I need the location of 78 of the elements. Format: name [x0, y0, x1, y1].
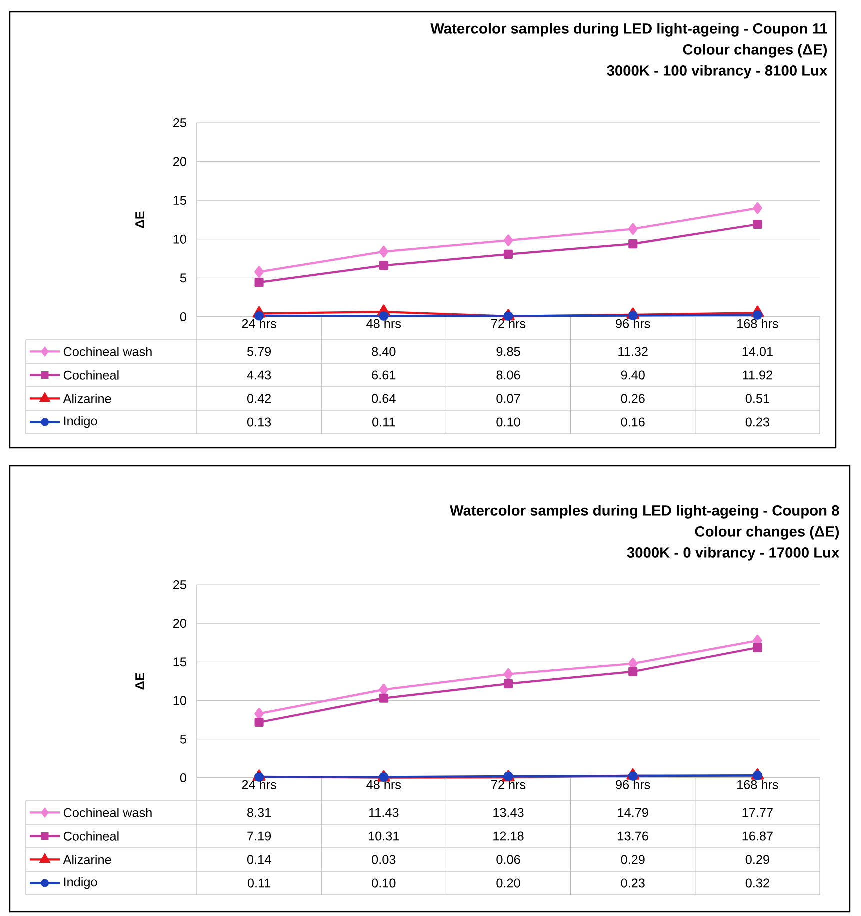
- legend-label: Cochineal: [64, 370, 119, 380]
- data-label: 0.29: [621, 855, 645, 864]
- data-label: 0.13: [247, 418, 272, 427]
- data-label: 8.31: [248, 808, 272, 818]
- legend-label: Cochineal wash: [64, 347, 152, 356]
- data-label: 11.92: [743, 370, 772, 380]
- y-tick-label: 5: [180, 274, 186, 283]
- chart-subtitle: Colour changes (ΔE): [683, 44, 828, 58]
- y-tick-label: 10: [174, 696, 186, 706]
- y-tick-label: 20: [173, 619, 186, 628]
- y-tick-label: 0: [180, 312, 186, 322]
- legend-label: Alizarine: [63, 394, 112, 404]
- data-label: 12.18: [494, 832, 524, 841]
- legend-label: Indigo: [64, 416, 98, 428]
- data-label: 0.11: [372, 418, 396, 427]
- data-label: 14.79: [618, 808, 648, 818]
- text: 3000K - 0 vibrancy - 17000 Lux: [627, 547, 840, 561]
- x-tick-label: 168 hrs: [738, 780, 778, 790]
- data-label: 0.14: [247, 855, 272, 864]
- data-label: 0.42: [247, 394, 272, 404]
- data-label: 9.85: [496, 347, 520, 356]
- data-label: 0.10: [372, 878, 396, 888]
- y-tick-label: 0: [180, 774, 186, 782]
- chart-title: Watercolor samples during LED light-ageing - Coupon 8: [450, 505, 840, 519]
- legend-label: Cochineal wash: [64, 808, 152, 818]
- y-tick-label: 25: [173, 580, 186, 590]
- y-axis-title: ΔE: [136, 212, 144, 228]
- data-label: 0.64: [372, 394, 396, 404]
- legend-label: Alizarine: [63, 855, 112, 864]
- x-tick-label: 24 hrs: [242, 319, 276, 328]
- data-label: 8.40: [372, 347, 396, 356]
- x-tick-label: 48 hrs: [366, 319, 402, 328]
- data-label: 11.43: [369, 808, 399, 818]
- data-label: 0.16: [621, 418, 645, 427]
- data-label: 6.61: [372, 370, 396, 380]
- data-label: 0.23: [746, 418, 770, 427]
- data-label: 13.43: [494, 808, 524, 818]
- data-label: 17.77: [742, 808, 773, 818]
- data-label: 5.79: [247, 347, 272, 356]
- data-label: 0.23: [621, 878, 645, 888]
- y-tick-label: 10: [174, 234, 186, 244]
- y-axis-title: ΔE: [136, 673, 144, 690]
- data-label: 13.76: [618, 832, 648, 841]
- x-tick-label: 24 hrs: [242, 780, 276, 790]
- x-tick-label: 168 hrs: [738, 319, 778, 328]
- y-tick-label: 15: [174, 196, 186, 206]
- data-label: 0.26: [621, 394, 645, 404]
- y-tick-label: 5: [180, 734, 186, 744]
- data-label: 4.43: [247, 370, 272, 380]
- data-label: 0.29: [746, 855, 770, 864]
- data-label: 0.07: [496, 394, 520, 404]
- data-label: 10.31: [369, 832, 400, 841]
- data-label: 0.10: [496, 418, 520, 427]
- y-tick-label: 15: [174, 658, 186, 667]
- text: 3000K - 100 vibrancy - 8100 Lux: [607, 65, 828, 79]
- data-label: 0.11: [248, 878, 271, 888]
- chart-title: Watercolor samples during LED light-ageing - Coupon 11: [430, 23, 828, 37]
- legend-label: Indigo: [64, 877, 98, 890]
- data-label: 7.19: [248, 832, 272, 841]
- data-label: 16.87: [742, 832, 773, 841]
- x-tick-label: 48 hrs: [366, 780, 402, 790]
- x-tick-label: 72 hrs: [492, 319, 526, 328]
- legend-label: Cochineal: [64, 832, 119, 841]
- data-label: 9.40: [621, 370, 645, 380]
- y-tick-label: 25: [173, 118, 186, 128]
- x-tick-label: 72 hrs: [492, 780, 526, 790]
- data-label: 14.01: [742, 347, 773, 356]
- x-tick-label: 96 hrs: [616, 319, 650, 328]
- data-label: 0.51: [746, 394, 770, 404]
- y-tick-label: 20: [173, 157, 186, 166]
- chart-subtitle: Colour changes (ΔE): [695, 526, 840, 540]
- data-label: 0.32: [746, 878, 770, 888]
- data-label: 0.06: [496, 855, 520, 864]
- data-label: 11.32: [618, 347, 648, 356]
- data-label: 8.06: [496, 370, 520, 380]
- x-tick-label: 96 hrs: [616, 780, 650, 790]
- data-label: 0.20: [496, 878, 520, 888]
- data-label: 0.03: [372, 855, 396, 864]
